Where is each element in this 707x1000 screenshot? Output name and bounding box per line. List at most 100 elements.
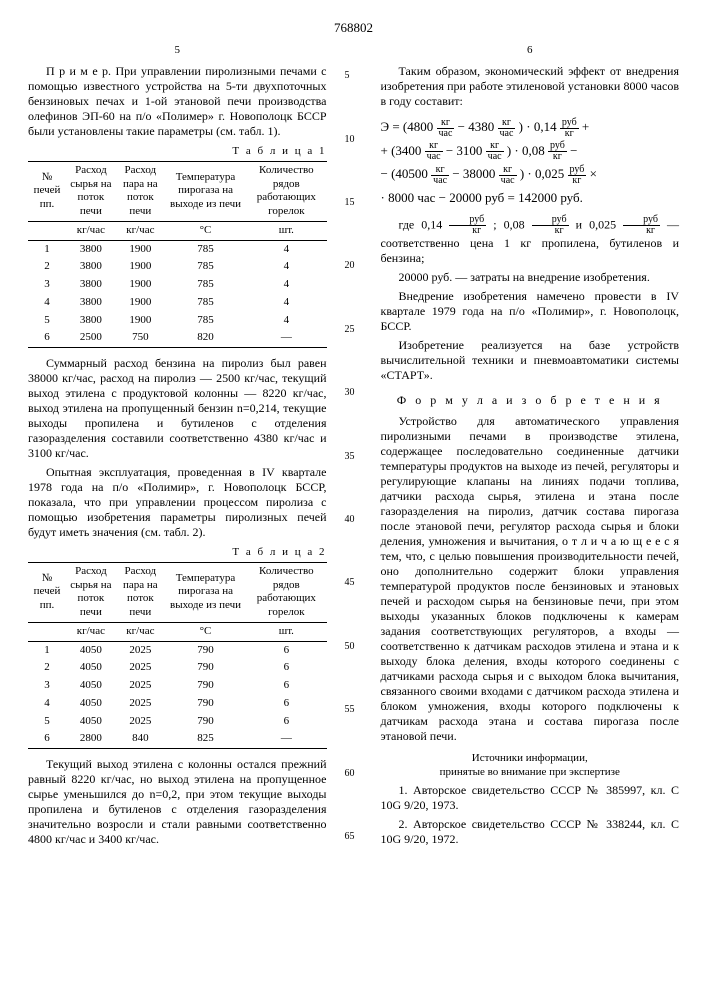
t2-u3: кг/час	[116, 622, 165, 641]
t1-h3: Расход пара на поток печи	[116, 161, 165, 221]
table-cell: 4	[246, 294, 326, 312]
table-cell: 820	[165, 329, 246, 347]
table-cell: 6	[28, 730, 66, 748]
table-cell: 790	[165, 659, 246, 677]
table-cell: 4	[246, 258, 326, 276]
table-cell: 825	[165, 730, 246, 748]
two-column-layout: 5 П р и м е р. При управлении пиролизным…	[28, 44, 679, 851]
table-cell: 1900	[116, 312, 165, 330]
table-cell: 4	[28, 294, 66, 312]
table-cell: 1900	[116, 276, 165, 294]
table-cell: 6	[246, 677, 326, 695]
t1-u5: шт.	[246, 221, 326, 240]
table-cell: 790	[165, 695, 246, 713]
table-cell: 4050	[66, 659, 116, 677]
table-cell: 5	[28, 713, 66, 731]
left-col-number: 5	[28, 44, 327, 58]
table-cell: 2025	[116, 641, 165, 659]
line-number: 65	[345, 831, 363, 844]
table-cell: 2	[28, 659, 66, 677]
frac-kg-chas: кгчас	[437, 118, 455, 139]
table-cell: 3800	[66, 258, 116, 276]
right-para4: Внедрение изобретения намечено провести …	[381, 289, 680, 334]
table-cell: 6	[246, 659, 326, 677]
table-2: № печей пп. Расход сырья на поток печи Р…	[28, 562, 327, 749]
table-cell: 4050	[66, 713, 116, 731]
f-l4: · 8000 час − 20000 руб = 142000 руб.	[381, 186, 680, 209]
table-row: 1405020257906	[28, 641, 327, 659]
table-row: 2405020257906	[28, 659, 327, 677]
f-l3c: ) · 0,025	[520, 166, 564, 181]
table-cell: 2025	[116, 677, 165, 695]
table-cell: 6	[246, 695, 326, 713]
line-number: 45	[345, 577, 363, 590]
f-l3a: − (40500	[381, 166, 428, 181]
table-1: № печей пп. Расход сырья на поток печи Р…	[28, 161, 327, 348]
f-l3d: ×	[590, 166, 597, 181]
frac-rub-kg: рубкг	[532, 215, 569, 236]
frac-kg-chas: кгчас	[499, 165, 517, 186]
frac-kg-chas: кгчас	[431, 165, 449, 186]
frac-rub-kg: рубкг	[568, 165, 587, 186]
table-cell: 3	[28, 276, 66, 294]
table-cell: 785	[165, 294, 246, 312]
t1-u1	[28, 221, 66, 240]
f-l1b: − 4380	[458, 119, 495, 134]
table-cell: 4	[28, 695, 66, 713]
t2-h4: Температура пирогаза на выходе из печи	[165, 562, 246, 622]
line-number: 15	[345, 197, 363, 210]
t2-u4: °C	[165, 622, 246, 641]
f-l2d: −	[570, 143, 577, 158]
line-number: 40	[345, 514, 363, 527]
table-cell: 4	[246, 312, 326, 330]
table-cell: 750	[116, 329, 165, 347]
line-number: 10	[345, 134, 363, 147]
line-number: 35	[345, 451, 363, 464]
table-cell: 3	[28, 677, 66, 695]
left-column: 5 П р и м е р. При управлении пиролизным…	[28, 44, 327, 851]
table-cell: 4	[246, 276, 326, 294]
table-cell: 790	[165, 713, 246, 731]
table-cell: 1900	[116, 240, 165, 258]
line-number: 30	[345, 387, 363, 400]
frac-rub-kg: рубкг	[623, 215, 660, 236]
source-1: 1. Авторское свидетельство СССР № 385997…	[381, 783, 680, 813]
table-row: 2380019007854	[28, 258, 327, 276]
t1-u4: °C	[165, 221, 246, 240]
t1-u3: кг/час	[116, 221, 165, 240]
table-cell: 1900	[116, 294, 165, 312]
table-row: 3380019007854	[28, 276, 327, 294]
table-cell: 785	[165, 258, 246, 276]
table-cell: 5	[28, 312, 66, 330]
right-col-number: 6	[381, 44, 680, 58]
right-para2: где 0,14 рубкг ; 0,08 рубкг и 0,025 рубк…	[381, 215, 680, 266]
table-cell: 2	[28, 258, 66, 276]
table-cell: 840	[116, 730, 165, 748]
f-l1c: ) · 0,14	[519, 119, 557, 134]
line-number: 20	[345, 260, 363, 273]
t1-u2: кг/час	[66, 221, 116, 240]
f-l1a: Э = (4800	[381, 119, 434, 134]
t2-h3: Расход пара на поток печи	[116, 562, 165, 622]
line-number: 60	[345, 768, 363, 781]
table-cell: 2800	[66, 730, 116, 748]
frac-kg-chas: кгчас	[425, 141, 443, 162]
t2-u5: шт.	[246, 622, 326, 641]
line-number-gutter: 5101520253035404550556065	[345, 44, 363, 851]
table-cell: 3800	[66, 276, 116, 294]
table-row: 4380019007854	[28, 294, 327, 312]
table-cell: 2025	[116, 713, 165, 731]
line-number: 25	[345, 324, 363, 337]
left-para4: Текущий выход этилена с колонны остался …	[28, 757, 327, 847]
example-paragraph: П р и м е р. При управлении пиролизными …	[28, 64, 327, 139]
table-row: 4405020257906	[28, 695, 327, 713]
table-cell: 4050	[66, 641, 116, 659]
table-cell: 3800	[66, 312, 116, 330]
t2-u1	[28, 622, 66, 641]
right-para1: Таким образом, экономический эффект от в…	[381, 64, 680, 109]
sources-heading: Источники информации, принятые во вниман…	[381, 752, 680, 780]
table-row: 62800840825—	[28, 730, 327, 748]
source-2: 2. Авторское свидетельство СССР № 338244…	[381, 817, 680, 847]
left-para3: Опытная эксплуатация, проведенная в IV к…	[28, 465, 327, 540]
right-para3: 20000 руб. — затраты на внедрение изобре…	[381, 270, 680, 285]
